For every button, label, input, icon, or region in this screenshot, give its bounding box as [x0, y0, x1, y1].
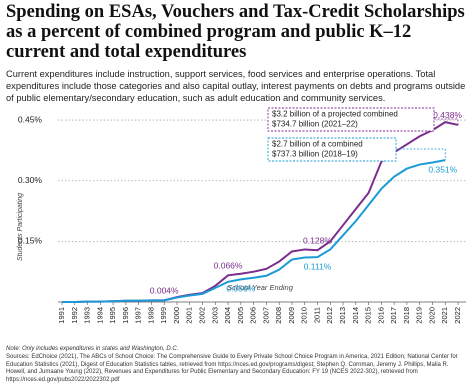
x-tick-label: 2010 — [300, 307, 309, 324]
x-tick-label: 2018 — [402, 307, 411, 324]
x-tick-label: 2021 — [440, 307, 449, 324]
annotation-box — [267, 107, 435, 132]
x-tick-label: 1994 — [95, 307, 104, 324]
x-tick-label: 2011 — [312, 307, 321, 323]
annotation-text: $2.7 billion of a combined — [272, 140, 363, 149]
x-tick-label: 1997 — [134, 307, 143, 324]
x-tick-label: 2003 — [210, 307, 219, 324]
annotation-text: $734.7 billion (2021–22) — [272, 120, 358, 129]
data-label: 0.066% — [214, 261, 243, 271]
x-tick-label: 2000 — [172, 307, 181, 324]
y-tick-label: 0.30% — [18, 175, 43, 185]
x-tick-label: 1995 — [108, 307, 117, 324]
sources: Sources: EdChoice (2021), The ABCs of Sc… — [6, 354, 458, 383]
x-tick-label: 2002 — [198, 307, 207, 324]
data-label: 0.351% — [428, 164, 457, 174]
x-tick-label: 2005 — [236, 307, 245, 324]
chart-title: Spending on ESAs, Vouchers and Tax-Credi… — [6, 2, 465, 62]
x-tick-label: 2016 — [376, 307, 385, 324]
data-label: 0.111% — [304, 261, 332, 271]
x-tick-label: 2012 — [325, 307, 334, 324]
x-tick-label: 1999 — [159, 307, 168, 324]
x-tick-label: 2001 — [185, 307, 194, 324]
x-tick-label: 2013 — [338, 307, 347, 324]
data-label: 0.056% — [226, 284, 255, 294]
data-label: 0.128% — [303, 236, 332, 246]
x-tick-label: 2022 — [453, 307, 462, 324]
annotation-connector — [434, 118, 459, 125]
data-label: 0.438% — [433, 110, 462, 120]
series-line — [62, 121, 459, 303]
annotation-connector — [396, 148, 446, 161]
data-label: 0.004% — [150, 286, 179, 296]
note: Note: Only includes expenditures in stat… — [6, 346, 179, 352]
x-axis-label: School Year Ending — [227, 283, 294, 292]
x-tick-label: 1993 — [83, 307, 92, 324]
x-tick-label: 2008 — [274, 307, 283, 324]
x-tick-label: 2006 — [249, 307, 258, 324]
y-tick-label: 0.15% — [18, 236, 43, 246]
chart-subtitle: Current expenditures include instruction… — [6, 69, 466, 103]
x-tick-label: 2004 — [223, 307, 232, 324]
x-tick-label: 2019 — [415, 307, 424, 324]
annotation-text: $737.3 billion (2018–19) — [272, 150, 358, 159]
annotation-box — [267, 137, 397, 162]
y-tick-label: 0.45% — [18, 114, 43, 124]
series-line — [62, 159, 446, 303]
annotation-text: $3.2 billion of a projected combined — [272, 110, 398, 119]
x-tick-label: 1998 — [146, 307, 155, 324]
chart: 0.15% 0.30% 0.45% Students Participating Sch… — [17, 107, 466, 324]
x-tick-label: 2020 — [427, 307, 436, 324]
x-tick-label: 2009 — [287, 307, 296, 324]
x-tick-label: 2007 — [261, 307, 270, 324]
x-tick-label: 2014 — [351, 307, 360, 324]
x-tick-label: 1991 — [57, 307, 66, 324]
x-tick-label: 1992 — [70, 307, 79, 324]
y-axis-label: Students Participating — [17, 193, 24, 261]
x-tick-label: 2017 — [389, 307, 398, 324]
x-tick-label: 1996 — [121, 307, 130, 324]
x-tick-label: 2015 — [364, 307, 373, 324]
